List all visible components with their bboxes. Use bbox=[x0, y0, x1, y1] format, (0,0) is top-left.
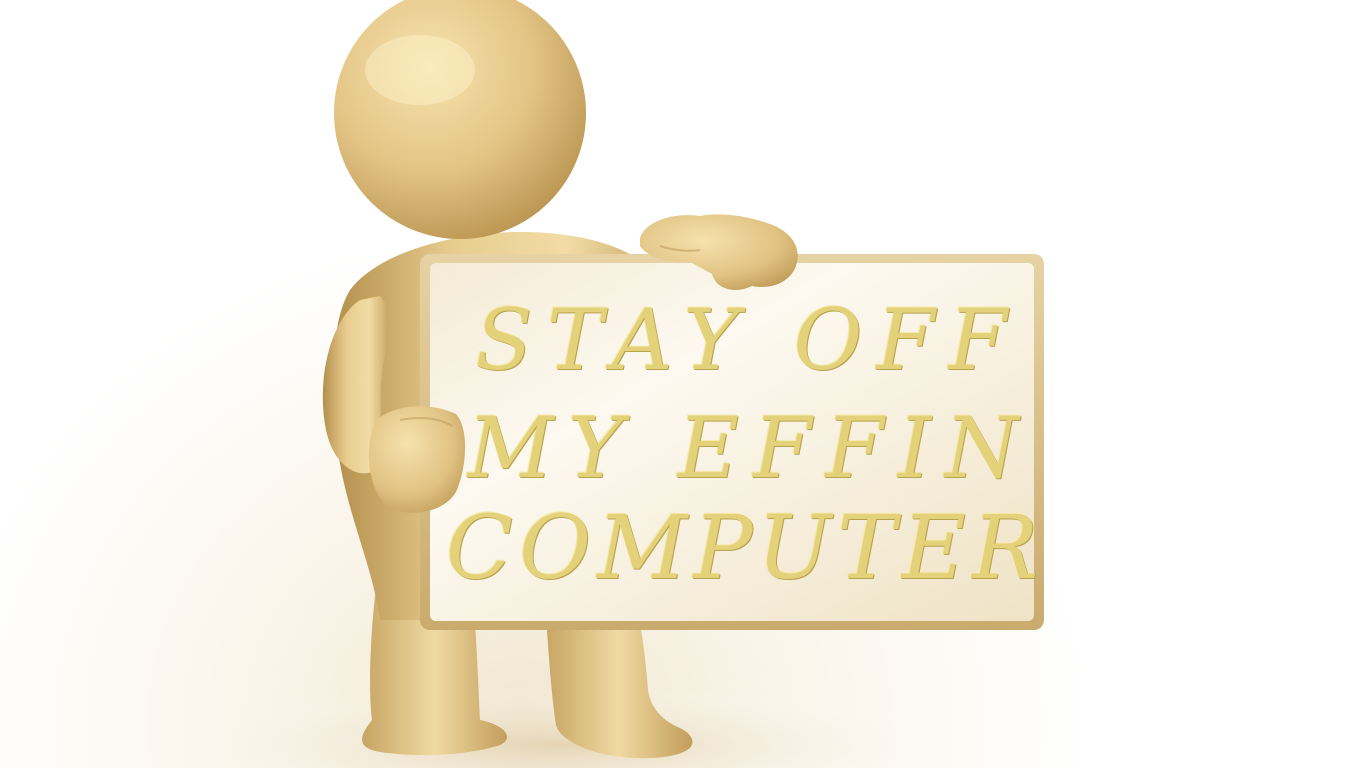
lower-hand bbox=[368, 406, 466, 513]
left-arm bbox=[322, 296, 389, 474]
right-leg bbox=[545, 600, 693, 759]
top-hand bbox=[640, 214, 798, 290]
head bbox=[334, 0, 586, 239]
sign-face bbox=[430, 263, 1034, 621]
